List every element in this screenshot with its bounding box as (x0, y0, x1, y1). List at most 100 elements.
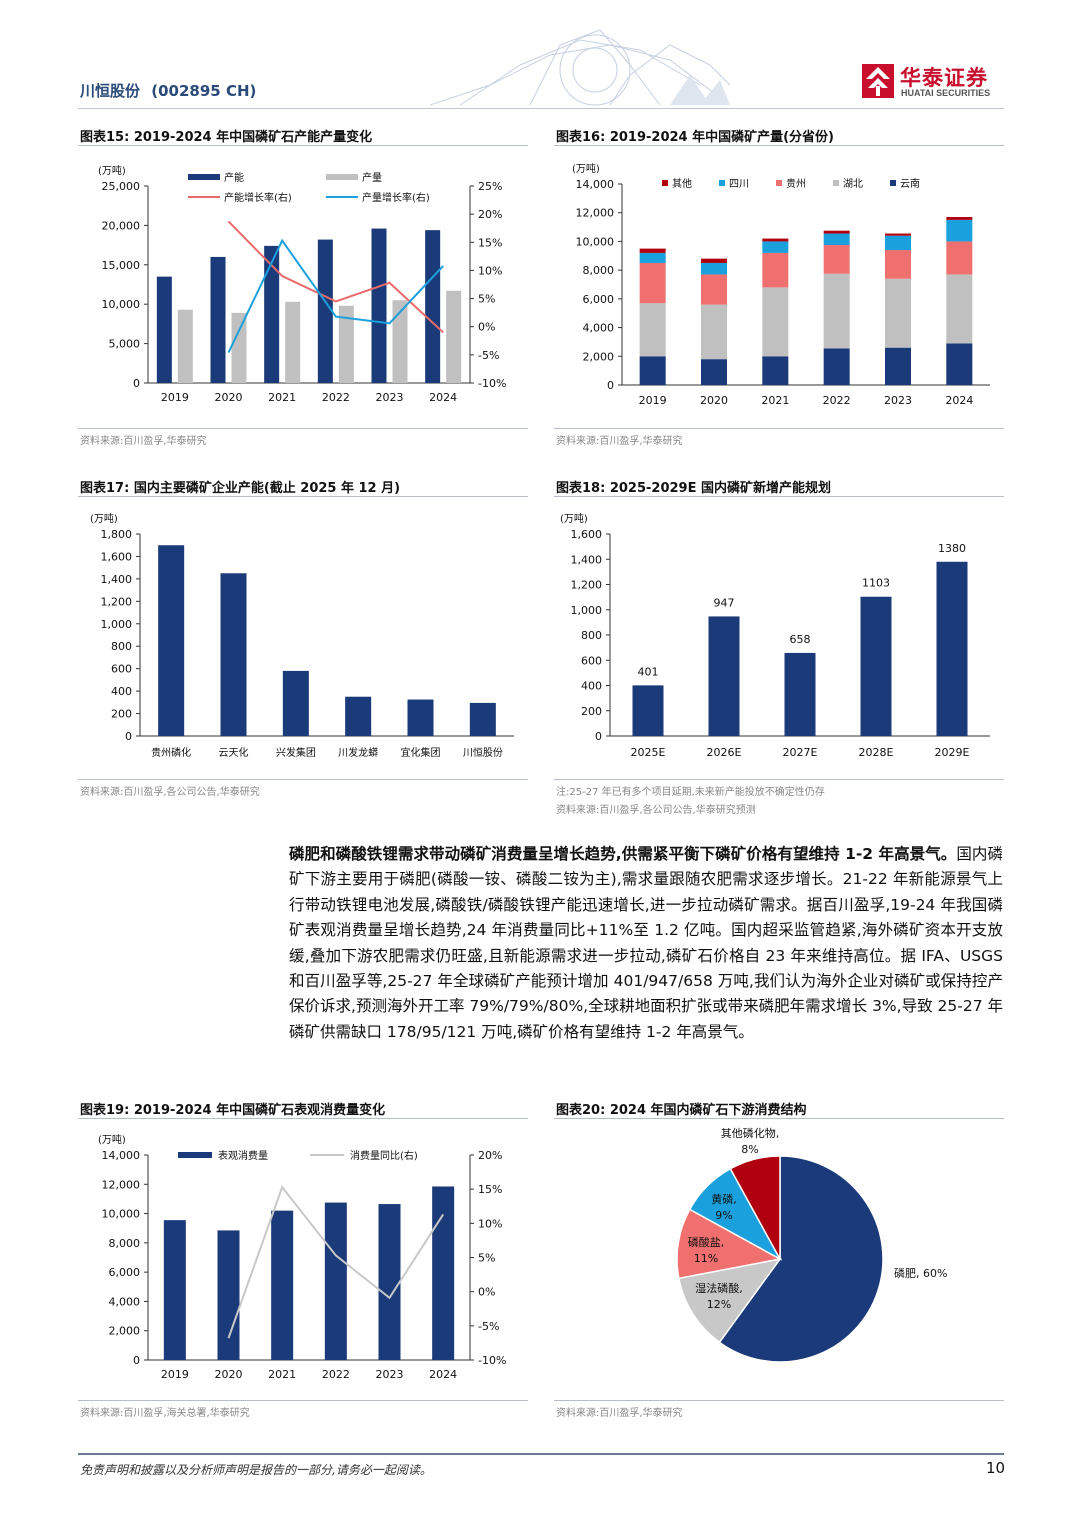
fig16-legend-swatch (776, 180, 782, 186)
fig16-legend-label: 其他 (672, 177, 692, 190)
fig20-label: 黄磷, (711, 1192, 737, 1206)
fig15-source-line (78, 428, 528, 429)
body-paragraph: 磷肥和磷酸铁锂需求带动磷矿消费量呈增长趋势,供需紧平衡下磷矿价格有望维持 1-2… (289, 842, 1003, 1045)
fig16-bar-贵州 (823, 245, 850, 274)
fig16-source: 资料来源:百川盈孚,华泰研究 (556, 436, 683, 447)
fig16-bar-四川 (639, 252, 666, 263)
fig17-x-tick-label: 贵州磷化 (151, 746, 191, 759)
fig16-bar-湖北 (946, 274, 973, 344)
fig19-bar (217, 1230, 240, 1360)
fig15-y-tick-label: 15,000 (102, 259, 141, 272)
fig16-y-tick-label: 6,000 (583, 293, 615, 306)
fig15-legend-label: 产量 (362, 171, 382, 184)
fig17-bar (282, 670, 309, 736)
fig18-x-tick-label: 2029E (935, 746, 970, 759)
fig16-bar-湖北 (823, 273, 850, 349)
fig16-title-line (554, 145, 1004, 146)
fig16-y-tick-label: 14,000 (576, 178, 615, 191)
fig16-bar-云南 (946, 343, 973, 385)
fig18-x-tick-label: 2026E (707, 746, 742, 759)
fig18-data-label: 947 (714, 596, 735, 609)
fig20-label-pct: 8% (741, 1143, 758, 1156)
fig17-bar (469, 702, 496, 736)
fig18-x-tick-label: 2025E (631, 746, 666, 759)
fig19-y-tick-label: 10,000 (102, 1208, 141, 1221)
fig15-legend-swatch (188, 174, 220, 180)
fig19-title-line (78, 1118, 528, 1119)
fig19-legend-label: 表观消费量 (218, 1149, 268, 1162)
fig20-source-line (554, 1400, 1004, 1401)
fig15-x-tick-label: 2024 (429, 391, 457, 404)
fig17-x-tick-label: 云天化 (219, 746, 249, 759)
fig18-unit-label: (万吨) (560, 512, 588, 525)
fig16-y-tick-label: 10,000 (576, 235, 615, 248)
header-company: 川恒股份 (002895 CH) (80, 80, 256, 101)
fig15-bar-产能 (264, 245, 280, 383)
fig16-x-tick-label: 2019 (639, 394, 667, 407)
fig19-source: 资料来源:百川盈孚,海关总署,华泰研究 (80, 1408, 250, 1419)
fig15-bar-产能 (210, 256, 226, 383)
header-divider (78, 108, 1004, 109)
fig15-bar-产量 (285, 301, 301, 383)
fig15-bar-产能 (317, 239, 333, 383)
fig20-slice-湿法磷酸 (677, 1257, 782, 1344)
fig20-label: 磷酸盐, (688, 1235, 725, 1249)
fig19-y2-tick-label: 20% (478, 1149, 502, 1162)
fig20-label: 其他磷化物, (721, 1126, 780, 1140)
fig19-y2-tick-label: -10% (478, 1354, 506, 1367)
fig16-bar-云南 (823, 348, 850, 385)
fig19-line (227, 1185, 445, 1339)
fig17-x-tick-label: 川发龙蟒 (338, 746, 378, 759)
fig18-source: 资料来源:百川盈孚,各公司公告,华泰研究预测 (556, 805, 756, 816)
fig18-source-line (554, 779, 1004, 780)
fig17-bar (220, 573, 247, 736)
fig17-y-tick-label: 800 (111, 640, 132, 653)
fig15-title-line (78, 145, 528, 146)
fig17-x-tick-label: 宜化集团 (401, 746, 441, 759)
body-text: 国内磷矿下游主要用于磷肥(磷酸一铵、磷酸二铵为主),需求量跟随农肥需求逐步增长。… (289, 845, 1003, 1041)
fig18-note: 注:25-27 年已有多个项目延期,未来新产能投放不确定性仍存 (556, 787, 825, 798)
fig17-y-tick-label: 1,600 (101, 550, 133, 563)
fig16-bar-四川 (701, 262, 727, 275)
fig16-chart: 0 2,000 4,000 6,000 8,000 10,000 12,000 14,000 (… (572, 162, 990, 407)
fig16-legend-label: 云南 (900, 177, 920, 190)
fig16-bar-湖北 (762, 287, 789, 357)
fig17-title: 图表17: 国内主要磷矿企业产能(截止 2025 年 12 月) (80, 481, 401, 496)
fig18-data-label: 1380 (938, 542, 966, 555)
fig16-y-tick-label: 2,000 (583, 350, 615, 363)
fig16-bar-贵州 (946, 241, 973, 275)
fig16-x-tick-label: 2022 (823, 394, 851, 407)
fig15-title: 图表15: 2019-2024 年中国磷矿石产能产量变化 (80, 130, 373, 145)
fig18-bar (632, 685, 664, 736)
page-number: 10 (986, 1459, 1006, 1477)
fig15-y2-tick-label: -5% (478, 349, 499, 362)
fig17-y-tick-label: 1,400 (101, 573, 133, 586)
fig17-chart: 0 200 400 600 800 1,000 1,200 1,400 1,600 1,800 (万… (90, 512, 514, 759)
fig19-legend-swatch (178, 1152, 212, 1158)
fig19-chart: 0 2,000 4,000 6,000 8,000 10,000 12,000 14,000 -… (98, 1133, 506, 1381)
fig15-y2-tick-label: 20% (478, 208, 502, 221)
fig18-bar (784, 652, 816, 736)
fig15-chart: 0 5,000 10,000 15,000 20,000 25,000 -10% -5% 0% 5… (98, 164, 506, 404)
fig15-legend-swatch (326, 174, 358, 180)
fig19-bar (271, 1210, 294, 1360)
fig18-y-tick-label: 1,400 (571, 553, 603, 566)
fig15-bar-产能 (371, 228, 387, 383)
stock-code: (002895 CH) (151, 82, 257, 100)
fig19-x-tick-label: 2024 (429, 1368, 457, 1381)
fig16-bar-湖北 (885, 278, 911, 348)
fig17-y-tick-label: 1,000 (101, 618, 133, 631)
fig15-x-tick-label: 2019 (161, 391, 189, 404)
fig17-bar (345, 696, 372, 736)
fig17-bar (158, 545, 185, 736)
fig15-bar-产量 (177, 309, 193, 383)
fig18-y-tick-label: 800 (581, 629, 602, 642)
fig19-bar (163, 1220, 186, 1360)
fig15-legend-label: 产能 (224, 171, 244, 184)
fig16-title: 图表16: 2019-2024 年中国磷矿产量(分省份) (556, 130, 834, 145)
fig19-x-tick-label: 2019 (161, 1368, 189, 1381)
fig15-y-tick-label: 10,000 (102, 298, 141, 311)
fig16-x-tick-label: 2020 (700, 394, 728, 407)
fig15-y-tick-label: 0 (133, 377, 140, 390)
fig16-bar-其他 (701, 258, 727, 263)
